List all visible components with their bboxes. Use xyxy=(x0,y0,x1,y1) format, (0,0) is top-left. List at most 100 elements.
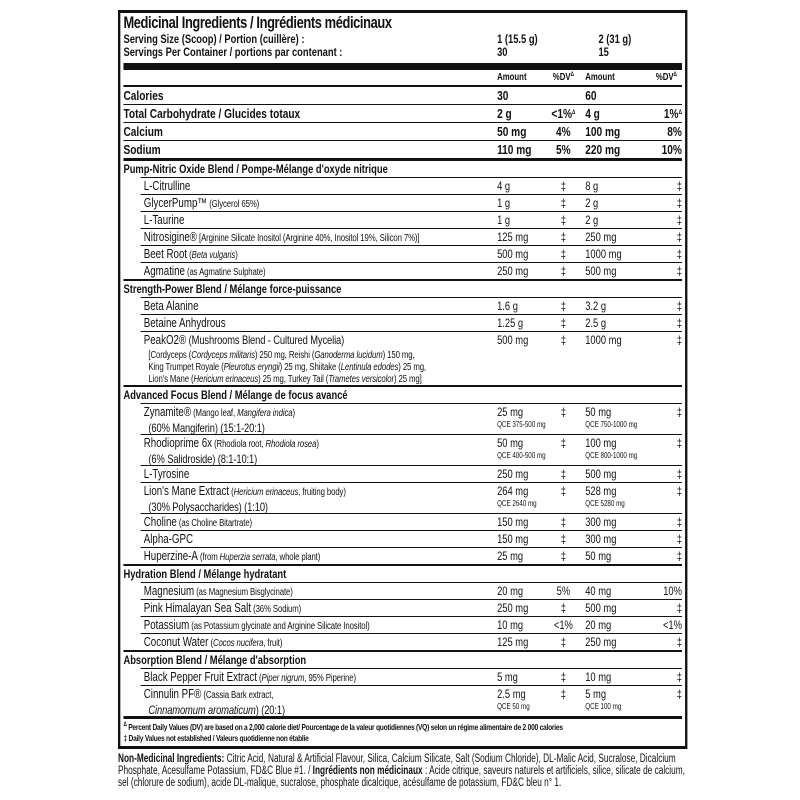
ingredient-detail: Lentinula edodes xyxy=(340,362,399,373)
ingredient-detail: Huperzia serrata xyxy=(219,552,276,563)
ingredient-name: L-Citrulline xyxy=(143,179,191,193)
amount-value: 250 mg xyxy=(497,467,529,481)
section-header: Pump-Nitric Oxide Blend / Pompe-Mélange … xyxy=(123,162,388,176)
ingredient-name: Coconut Water xyxy=(143,635,209,649)
ingredient-line: Huperzine-A (from Huperzia serrata, whol… xyxy=(144,548,497,566)
ingredient-detail: ) xyxy=(292,408,295,419)
dv-1: ‡ xyxy=(560,484,566,498)
ingredient-name: L-Taurine xyxy=(143,213,185,227)
dv-1: 5% xyxy=(542,141,586,158)
dv-1: 5% xyxy=(556,584,571,598)
footnote-mark: ‡ xyxy=(123,733,127,743)
ingredient-details: (as Magnesium Bisglycinate) xyxy=(194,587,293,598)
amount-1: 150 mg xyxy=(497,531,541,549)
ingredient-details: (Cassia Bark extract, xyxy=(201,690,273,701)
ingredient-detail: (as Potassium glycinate and Arginine Sil… xyxy=(189,621,370,632)
amount-value: 25 mg xyxy=(497,405,524,419)
ingredient-detail: (30% Polysaccharides) (1:10) xyxy=(148,500,268,514)
amount-value: 264 mg xyxy=(497,484,529,498)
dv-header-1: %DVΔ xyxy=(542,70,586,85)
amount-value: 125 mg xyxy=(497,230,529,244)
ingredient-line: PeakO2® (Mushrooms Blend - Cultured Myce… xyxy=(144,332,497,350)
ingredient-name: GlycerPump™ xyxy=(143,196,208,210)
ingredient-name: Potassium xyxy=(143,618,190,632)
ingredient-detail: Cocos nucifera xyxy=(212,638,264,649)
amount-2: 300 mg xyxy=(585,514,651,532)
ingredient-line: L-Taurine xyxy=(144,212,497,230)
amount-value: 4 g xyxy=(497,179,511,193)
ingredient-line: L-Tyrosine xyxy=(144,466,497,484)
dv-2: <1% xyxy=(662,618,682,632)
dv-2: 8% xyxy=(651,123,682,140)
ingredient-name-cell: Black Pepper Fruit Extract (Piper nigrum… xyxy=(141,669,497,687)
ingredient-name-cell: Huperzine-A (from Huperzia serrata, whol… xyxy=(141,548,497,566)
amount-value: 2 g xyxy=(585,196,599,210)
ingredient-detail: (as Magnesium Bisglycinate) xyxy=(194,587,293,598)
dv-value: 5% xyxy=(556,142,571,157)
ingredient-name-cell: Pink Himalayan Sea Salt (36% Sodium) xyxy=(141,600,497,618)
footnote-text: Percent Daily Values (DV) are based on a… xyxy=(128,722,563,732)
dv-header-mark: Δ xyxy=(673,72,677,78)
nutrient-name: Total Carbohydrate / Glucides totaux xyxy=(123,106,301,121)
nutrient-name: Sodium xyxy=(123,142,161,157)
qce-equivalent: QCE 800-1000 mg xyxy=(585,451,638,460)
nutrition-row: Total Carbohydrate / Glucides totaux 2 g <… xyxy=(123,105,682,123)
dv-1: ‡ xyxy=(560,333,566,347)
section-header: Absorption Blend / Mélange d'absorption xyxy=(123,650,682,668)
dv-value: 8% xyxy=(667,124,682,139)
ingredient-name-cell: Potassium (as Potassium glycinate and Ar… xyxy=(141,617,497,635)
ingredient-line: Beta Alanine xyxy=(144,298,497,316)
amount-value: 250 mg xyxy=(585,230,617,244)
ingredient-continuation: [Cordyceps (Cordyceps militaris) 250 mg,… xyxy=(144,350,497,362)
amount-value: 150 mg xyxy=(497,532,529,546)
dv-1: ‡ xyxy=(560,436,566,450)
ingredient-row: Black Pepper Fruit Extract (Piper nigrum… xyxy=(140,668,682,687)
ingredient-name-cell: Coconut Water (Cocos nucifera, fruit) xyxy=(141,634,497,652)
dv-1: ‡ xyxy=(560,532,566,546)
amount-1: 1 g xyxy=(497,195,541,213)
ingredient-detail: (6% Salidroside) (8:1-10:1) xyxy=(148,452,258,466)
ingredient-name-cell: Magnesium (as Magnesium Bisglycinate) xyxy=(141,583,497,601)
ingredient-detail: [Arginine Silicate Inositol (Arginine 40… xyxy=(196,233,420,244)
ingredient-detail: (Glycerol 65%) xyxy=(207,199,260,210)
ingredient-name: Choline xyxy=(143,515,177,529)
qce-equivalent: QCE 50 mg xyxy=(497,702,530,711)
amount-2: 500 mg xyxy=(585,600,651,618)
dv-2: ‡ xyxy=(676,405,682,419)
ingredient-row: Cinnulin PF® (Cassia Bark extract, Cinnam… xyxy=(140,685,682,717)
ingredient-detail: Piper nigrum xyxy=(261,673,305,684)
ingredient-detail: ) 25 mg] xyxy=(393,374,422,385)
dv-1: ‡ xyxy=(560,316,566,330)
amount-value: 8 g xyxy=(585,179,599,193)
amount-value: 300 mg xyxy=(585,532,617,546)
ingredient-detail: ( xyxy=(256,673,262,684)
dv-2: ‡ xyxy=(676,299,682,313)
amount-value: 10 mg xyxy=(585,670,612,684)
amount-value: 2.5 g xyxy=(585,316,607,330)
ingredient-detail: (Mango leaf, xyxy=(191,408,238,419)
amount-value: 50 mg xyxy=(585,405,612,419)
dv-2: ‡ xyxy=(676,179,682,193)
ingredient-name-cell: L-Citrulline xyxy=(141,178,497,196)
qce-equivalent: QCE 400-500 mg xyxy=(497,451,546,460)
amount-value: 2 g xyxy=(585,213,599,227)
amount-value: 50 mg xyxy=(585,549,612,563)
amount-2: 100 mg QCE 800-1000 mg xyxy=(585,435,651,466)
amount-value: 10 mg xyxy=(497,618,524,632)
amount-2: 5 mg QCE 100 mg xyxy=(585,686,651,717)
section-header: Advanced Focus Blend / Mélange de focus … xyxy=(123,385,682,403)
amount-value: 1.6 g xyxy=(497,299,518,313)
ingredient-line: Cinnulin PF® (Cassia Bark extract, xyxy=(144,686,497,704)
amount-1: 30 xyxy=(497,88,509,103)
ingredient-detail: ) 250 mg, Reishi ( xyxy=(254,350,315,361)
dv-2: ‡ xyxy=(676,635,682,649)
non-medicinal-text-en: Citric Acid, Natural & Artificial Flavou… xyxy=(118,753,676,777)
amount-2: 4 g xyxy=(585,106,600,121)
ingredient-detail: (Rhodiola root, xyxy=(212,439,266,450)
footnote-dv: Δ Percent Daily Values (DV) are based on… xyxy=(123,722,681,733)
ingredient-detail: Mangifera indica xyxy=(237,408,293,419)
dv-mark: Δ xyxy=(571,110,576,116)
ingredient-line: Potassium (as Potassium glycinate and Ar… xyxy=(144,617,497,635)
amount-2: 528 mg QCE 5280 mg xyxy=(585,483,651,514)
amount-value: 500 mg xyxy=(585,467,617,481)
